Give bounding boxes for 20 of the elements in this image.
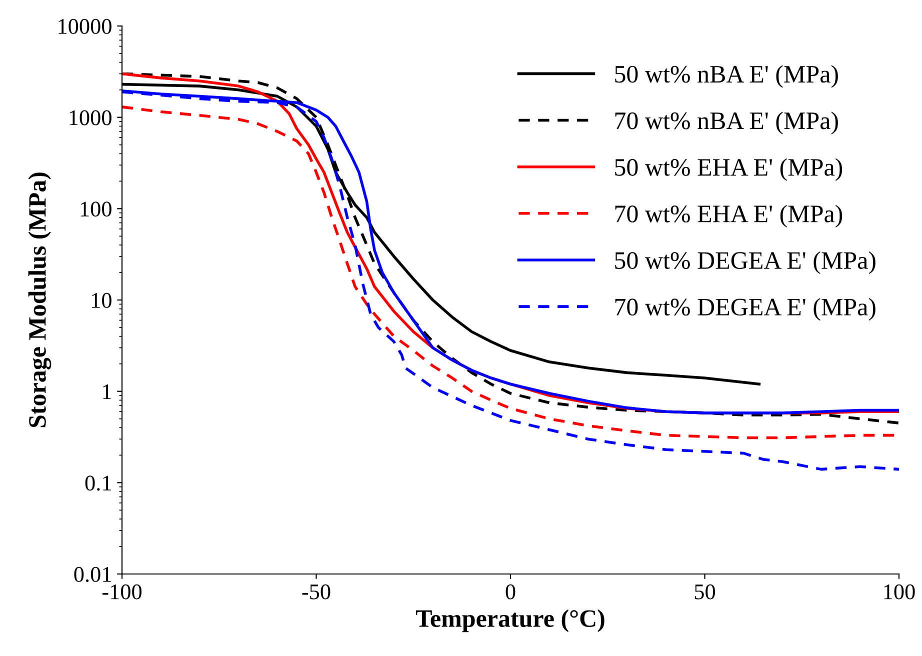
x-tick-label: 50 [694, 584, 716, 600]
x-axis-title: Temperature (°C) [416, 609, 604, 632]
y-tick-label: 10000 [58, 18, 112, 34]
x-tick-label: 100 [884, 584, 915, 600]
legend-label: 50 wt% EHA E' (MPa) [615, 158, 842, 181]
legend-label: 70 wt% EHA E' (MPa) [615, 204, 842, 228]
y-axis-title: Storage Modulus (MPa) [28, 172, 52, 428]
x-tick-label: -50 [302, 584, 330, 600]
y-tick-label: 1000 [70, 110, 112, 126]
y-tick-label: 1 [103, 384, 111, 400]
y-tick-label: 100 [80, 202, 112, 217]
legend-label: 50 wt% nBA E' (MPa) [615, 65, 838, 88]
legend-label: 70 wt% DEGEA E' (MPa) [615, 298, 876, 321]
y-tick-label: 10 [92, 292, 112, 308]
y-tick-label: 0.1 [85, 476, 111, 491]
y-tick-label: 0.01 [74, 566, 111, 582]
legend-label: 50 wt% DEGEA E' (MPa) [615, 251, 876, 274]
x-tick-label: 0 [506, 584, 516, 600]
legend-label: 70 wt% nBA E' (MPa) [615, 112, 838, 134]
x-tick-label: -100 [102, 584, 142, 600]
